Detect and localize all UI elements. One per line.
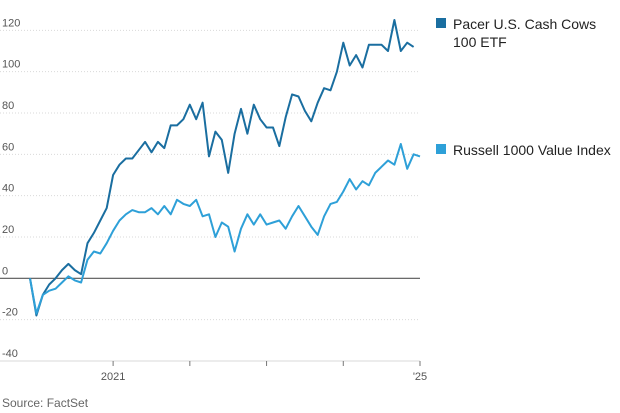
legend-swatch [436, 18, 446, 28]
x-tick-label: 2021 [101, 371, 125, 383]
legend-item-pacer-etf: Pacer U.S. Cash Cows 100 ETF [436, 15, 620, 51]
y-tick-label: 0 [2, 265, 8, 277]
legend-label: Russell 1000 Value Index [453, 142, 611, 158]
y-tick-label: 100 [2, 59, 20, 71]
series-line-russell-1000-value [29, 143, 421, 315]
y-tick-label: 60 [2, 141, 14, 153]
series-layer [29, 19, 421, 317]
y-tick-label: 20 [2, 224, 14, 236]
series-line-pacer-etf [29, 19, 415, 317]
legend-swatch [436, 144, 446, 154]
source-note: Source: FactSet [2, 396, 89, 410]
grid-layer [0, 29, 420, 362]
x-tick-label: '25 [413, 371, 427, 383]
legend-label: Pacer U.S. Cash Cows 100 ETF [453, 16, 597, 50]
y-tick-label: 40 [2, 183, 14, 195]
y-tick-labels: 120 100 80 60 40 20 0 -20 -40 [2, 17, 20, 360]
y-tick-label: -40 [2, 348, 18, 360]
y-tick-label: 80 [2, 100, 14, 112]
y-tick-label: -20 [2, 307, 18, 319]
legend-item-russell-1000-value: Russell 1000 Value Index [436, 141, 620, 159]
x-axis: 2021 '25 [0, 360, 427, 383]
y-tick-label: 120 [2, 17, 20, 29]
